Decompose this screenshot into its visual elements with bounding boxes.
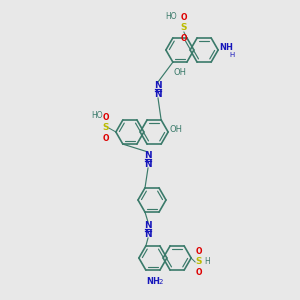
Text: N: N: [144, 151, 152, 160]
Text: NH: NH: [219, 44, 233, 52]
Text: N: N: [154, 81, 162, 90]
Text: 2: 2: [159, 279, 163, 285]
Text: NH: NH: [146, 277, 160, 286]
Text: H: H: [229, 52, 234, 58]
Text: N: N: [144, 160, 152, 169]
Text: N: N: [144, 230, 152, 239]
Text: HO: HO: [91, 111, 103, 120]
Text: O: O: [196, 247, 202, 256]
Text: O: O: [196, 268, 202, 277]
Text: N: N: [144, 221, 152, 230]
Text: O: O: [103, 113, 109, 122]
Text: H: H: [204, 257, 210, 266]
Text: N: N: [154, 90, 162, 99]
Text: S: S: [103, 124, 109, 133]
Text: S: S: [196, 257, 202, 266]
Text: S: S: [181, 23, 187, 32]
Text: O: O: [181, 13, 187, 22]
Text: HO: HO: [165, 12, 177, 21]
Text: O: O: [103, 134, 109, 143]
Text: O: O: [181, 34, 187, 43]
Text: OH: OH: [173, 68, 186, 77]
Text: OH: OH: [169, 125, 182, 134]
